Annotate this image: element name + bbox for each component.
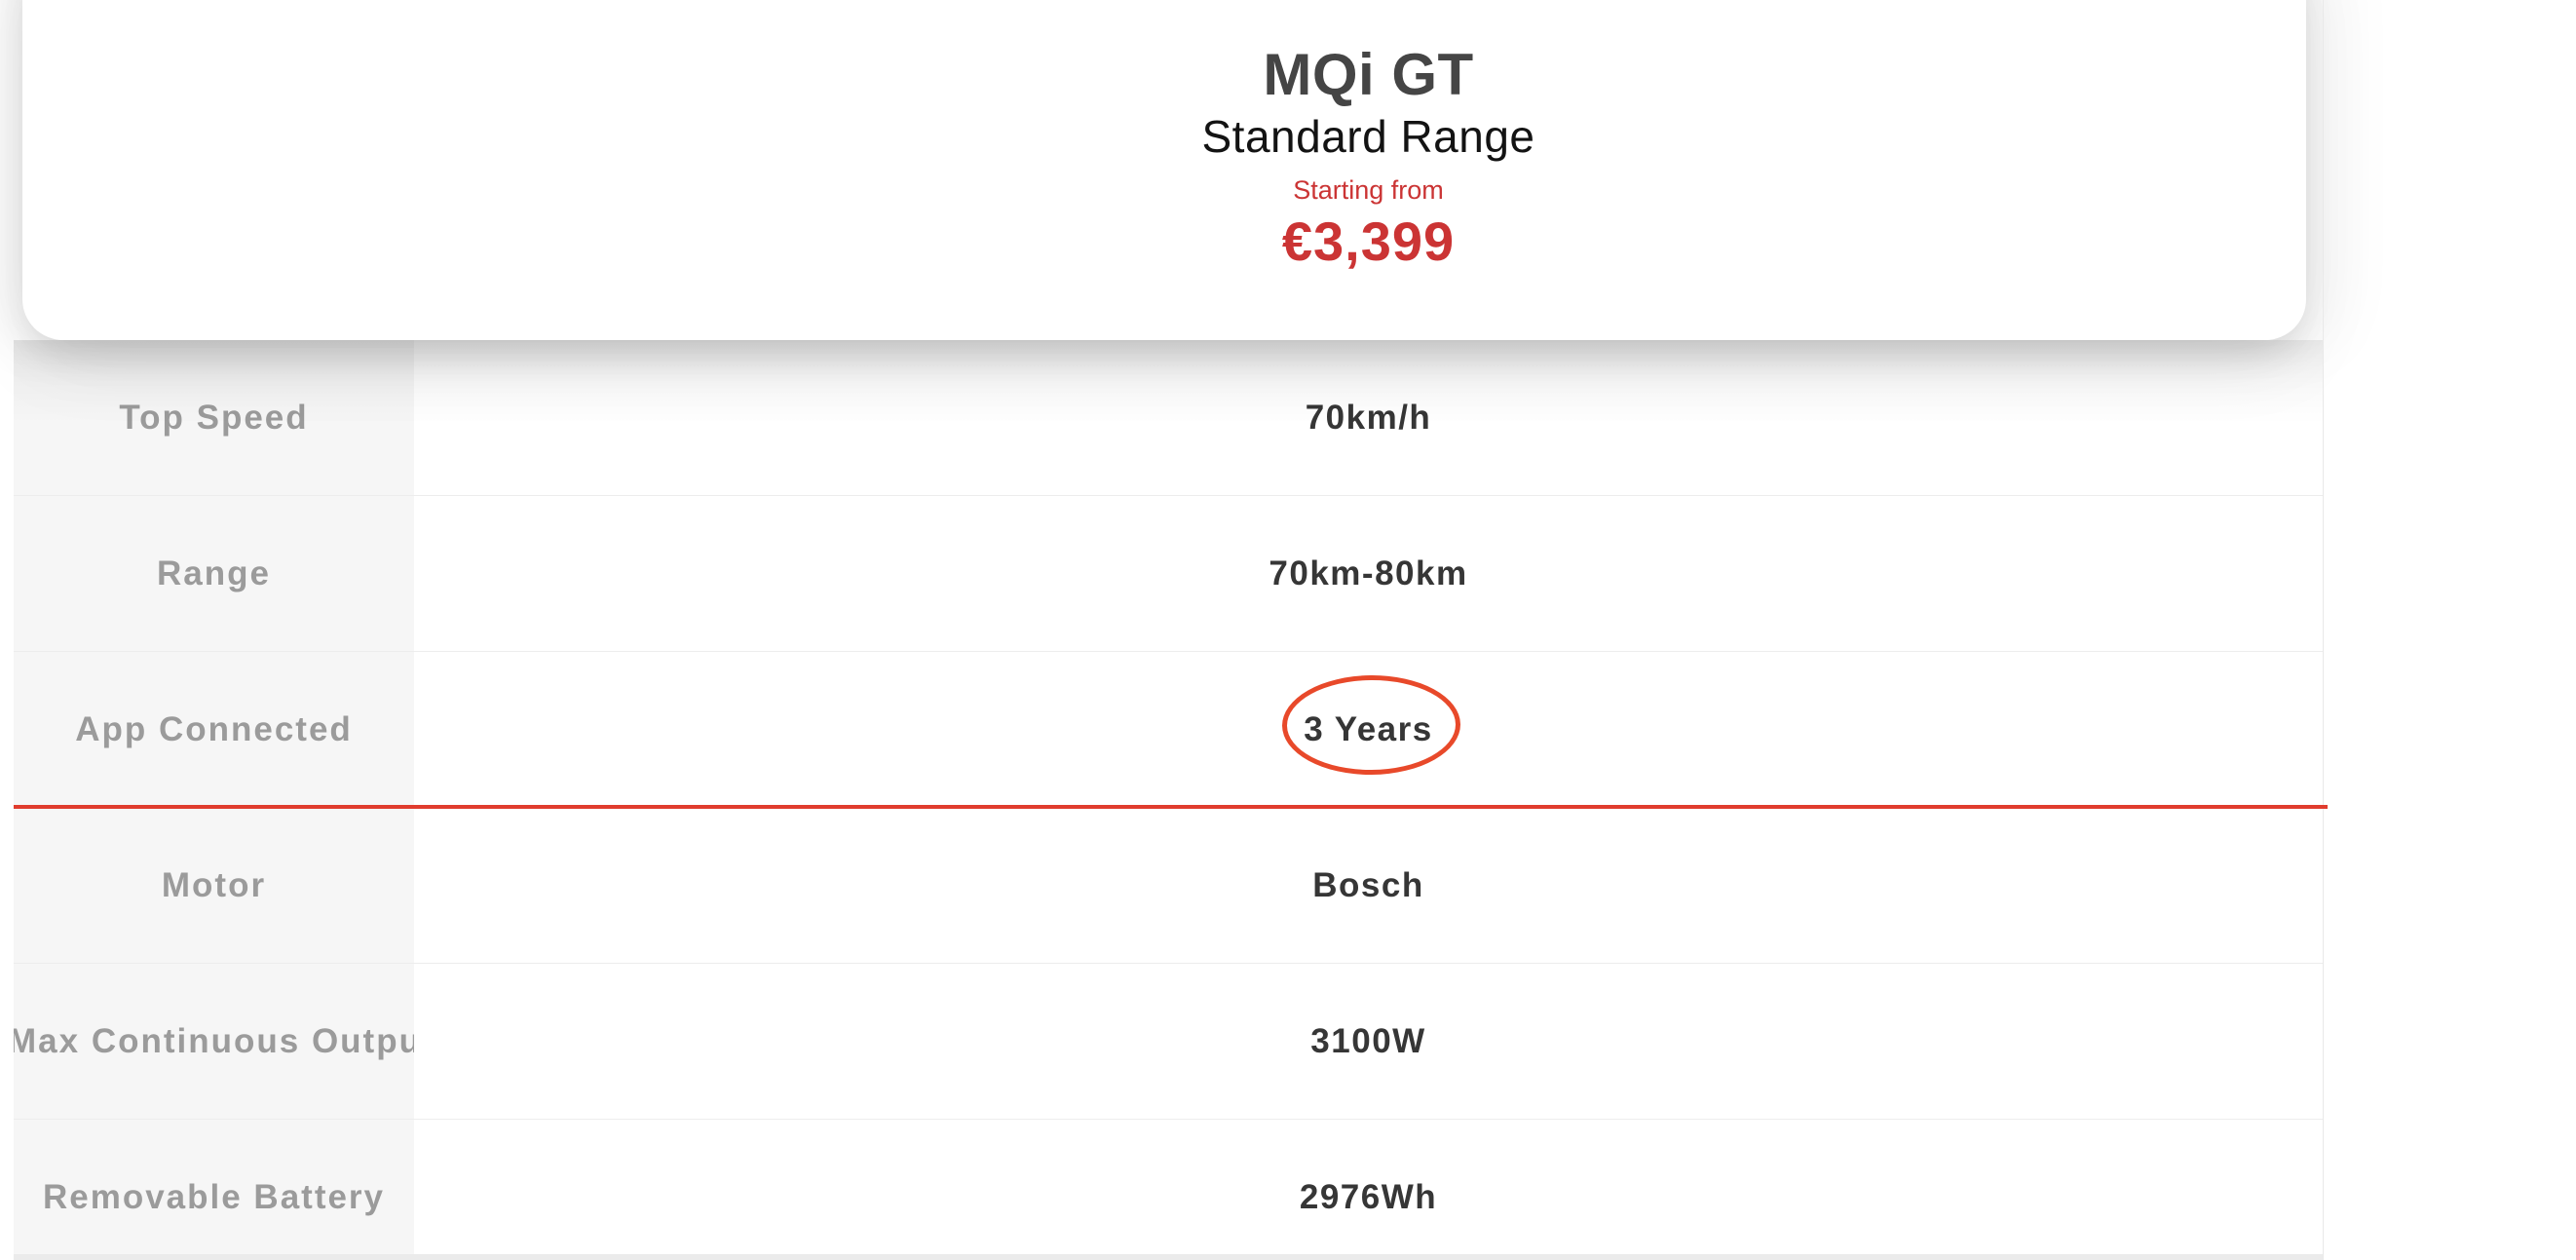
product-model: MQi GT [1263, 42, 1474, 107]
price-value: €3,399 [1281, 210, 1456, 273]
spec-label-cell: Top Speed [14, 340, 414, 495]
spec-value-cell: 70km/h [414, 340, 2323, 495]
spec-table: Top Speed 70km/h Range 70km-80km App Con… [14, 340, 2323, 1260]
spec-label-cell: Motor [14, 808, 414, 963]
spec-value: 3 Years [1304, 709, 1433, 748]
price-label: Starting from [1293, 174, 1444, 205]
spec-label: Top Speed [119, 398, 309, 437]
product-variant: Standard Range [1201, 111, 1535, 162]
spec-value-cell: Bosch [414, 808, 2323, 963]
spec-value-cell: 70km-80km [414, 496, 2323, 651]
spec-value: Bosch [1312, 865, 1424, 904]
spec-label: *Max Continuous Output [14, 1021, 436, 1060]
spec-label: Range [157, 554, 271, 592]
spec-value: 70km/h [1305, 398, 1432, 437]
spec-row-top-speed: Top Speed 70km/h [14, 340, 2323, 496]
spec-label: Removable Battery [42, 1177, 386, 1216]
spec-value-cell: 3 Years [414, 652, 2323, 807]
spec-value-cell: 3100W [414, 964, 2323, 1119]
spec-row-removable-battery: Removable Battery 2976Wh [14, 1120, 2323, 1260]
spec-value-cell: 2976Wh [414, 1120, 2323, 1260]
product-card: MQi GT Standard Range Starting from €3,3… [22, 0, 2306, 340]
spec-row-app-connected: App Connected 3 Years [14, 652, 2323, 808]
spec-row-max-continuous-output: *Max Continuous Output 3100W [14, 964, 2323, 1120]
table-bottom-strip [14, 1254, 2323, 1260]
spec-row-motor: Motor Bosch [14, 808, 2323, 964]
red-divider-line [14, 805, 2328, 809]
product-card-header: MQi GT Standard Range Starting from €3,3… [414, 43, 2323, 272]
table-right-border [2323, 0, 2324, 1260]
spec-value: 70km-80km [1269, 554, 1468, 592]
spec-value: 3100W [1310, 1021, 1426, 1060]
spec-label-cell: Range [14, 496, 414, 651]
spec-label: Motor [161, 865, 267, 904]
spec-row-range: Range 70km-80km [14, 496, 2323, 652]
spec-label-cell: *Max Continuous Output [14, 964, 434, 1119]
spec-label-cell: Removable Battery [14, 1120, 414, 1260]
spec-label-cell: App Connected [14, 652, 414, 807]
spec-label: App Connected [75, 709, 353, 748]
spec-value: 2976Wh [1299, 1177, 1438, 1216]
